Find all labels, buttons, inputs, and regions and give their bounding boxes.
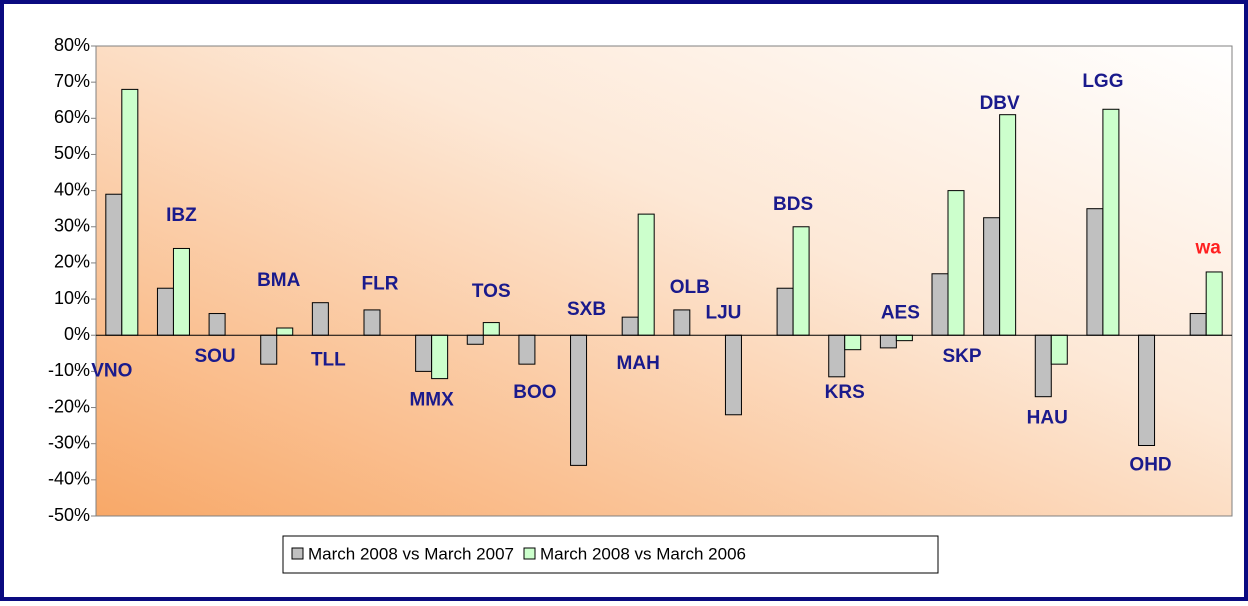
- plot-area: [95, 45, 1233, 517]
- bar: [1050, 334, 1068, 365]
- bar: [570, 334, 588, 466]
- category-label: OHD: [1129, 454, 1171, 475]
- y-tick-label: 50%: [54, 143, 90, 163]
- bar: [895, 334, 913, 342]
- y-tick-label: -50%: [48, 505, 90, 525]
- y-tick-label: 70%: [54, 71, 90, 91]
- category-label: HAU: [1027, 407, 1068, 428]
- bar: [1102, 108, 1120, 336]
- category-label: BDS: [773, 194, 813, 215]
- bar: [121, 88, 139, 336]
- bar: [1086, 208, 1104, 336]
- category-label: wa: [1195, 237, 1222, 258]
- legend-swatch: [291, 547, 304, 560]
- bar: [1189, 313, 1207, 336]
- bar: [105, 193, 123, 336]
- category-label: BMA: [257, 270, 301, 291]
- category-label: FLR: [362, 274, 399, 295]
- bar: [172, 247, 190, 336]
- legend-box: [282, 535, 939, 574]
- bar: [947, 190, 965, 336]
- bar: [792, 226, 810, 336]
- y-tick-label: -40%: [48, 469, 90, 489]
- category-label: TLL: [311, 350, 346, 371]
- bar: [673, 309, 691, 336]
- category-label: SOU: [194, 346, 235, 367]
- y-tick-label: 30%: [54, 216, 90, 236]
- bar: [828, 334, 846, 378]
- bar: [431, 334, 449, 380]
- bar: [844, 334, 862, 351]
- bar: [482, 322, 500, 336]
- category-label: MAH: [617, 353, 660, 374]
- bar: [311, 302, 329, 336]
- bar: [415, 334, 433, 372]
- bar: [1034, 334, 1052, 398]
- bar: [466, 334, 484, 345]
- bar: [1138, 334, 1156, 447]
- category-label: LGG: [1082, 71, 1123, 92]
- category-label: VNO: [91, 360, 132, 381]
- y-tick-label: 40%: [54, 179, 90, 199]
- bar: [999, 114, 1017, 336]
- category-label: KRS: [825, 382, 865, 403]
- y-tick-label: -20%: [48, 396, 90, 416]
- category-label: LJU: [706, 303, 742, 324]
- bar: [276, 327, 294, 336]
- bar: [983, 217, 1001, 336]
- category-label: MMX: [409, 389, 454, 410]
- bar: [1205, 271, 1223, 336]
- bar: [260, 334, 278, 365]
- legend-label: March 2008 vs March 2006: [540, 544, 746, 563]
- y-tick-label: 0%: [64, 324, 90, 344]
- category-label: AES: [881, 303, 920, 324]
- y-tick-label: 20%: [54, 252, 90, 272]
- category-label: IBZ: [166, 205, 197, 226]
- category-label: OLB: [670, 277, 710, 298]
- bar: [637, 213, 655, 336]
- bar: [879, 334, 897, 349]
- category-label: BOO: [513, 382, 556, 403]
- bar: [724, 334, 742, 416]
- y-tick-label: 60%: [54, 107, 90, 127]
- bar: [156, 287, 174, 336]
- category-label: SXB: [567, 299, 606, 320]
- category-label: DBV: [980, 93, 1020, 114]
- category-label: SKP: [942, 346, 981, 367]
- bar: [621, 316, 639, 336]
- bar: [363, 309, 381, 336]
- y-tick-label: 80%: [54, 35, 90, 55]
- bar: [776, 287, 794, 336]
- bar: [208, 313, 226, 336]
- category-label: TOS: [472, 281, 511, 302]
- y-tick-label: 10%: [54, 288, 90, 308]
- legend-label: March 2008 vs March 2007: [308, 544, 514, 563]
- bar: [518, 334, 536, 365]
- legend-swatch: [523, 547, 536, 560]
- bar: [931, 273, 949, 336]
- y-tick-label: -10%: [48, 360, 90, 380]
- y-tick-label: -30%: [48, 432, 90, 452]
